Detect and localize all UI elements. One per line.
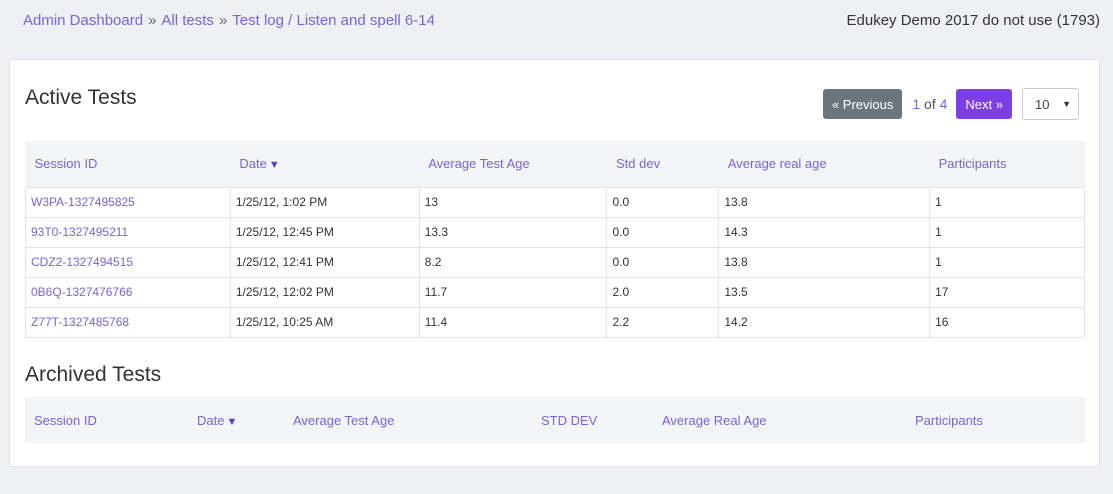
average-test-age-cell: 11.7: [418, 276, 608, 308]
column-header-participants[interactable]: Participants: [906, 397, 1085, 443]
sort-descending-icon: ▼: [268, 159, 280, 172]
session-id-link[interactable]: 0B6Q-1327476766: [31, 285, 133, 299]
column-header-participants[interactable]: Participants: [929, 141, 1085, 187]
participants-cell: 1: [929, 186, 1085, 218]
next-page-button[interactable]: Next »: [956, 89, 1012, 119]
archived-tests-table: Session ID Date ▼ Average Test Age STD DE…: [25, 397, 1085, 443]
average-real-age-cell: 13.8: [718, 246, 931, 278]
std-dev-cell: 0.0: [606, 186, 720, 218]
column-header-std-dev[interactable]: STD DEV: [532, 397, 653, 443]
session-id-link[interactable]: Z77T-1327485768: [31, 315, 130, 329]
pagination: « Previous 1 of 4 Next » 10 ▼: [822, 88, 1079, 120]
session-id-link[interactable]: 93T0-1327495211: [31, 225, 129, 239]
date-cell: 1/25/12, 12:41 PM: [229, 246, 420, 278]
average-test-age-cell: 13: [418, 186, 608, 218]
breadcrumb-separator: »: [148, 12, 157, 29]
top-bar: Admin Dashboard » All tests » Test log /…: [0, 0, 1113, 42]
table-row: Z77T-1327485768 1/25/12, 10:25 AM 11.4 2…: [25, 306, 1085, 338]
column-header-average-test-age[interactable]: Average Test Age: [419, 141, 607, 187]
organization-name: Edukey Demo 2017 do not use (1793): [846, 12, 1101, 29]
column-header-date[interactable]: Date ▼: [230, 141, 420, 187]
std-dev-cell: 0.0: [606, 216, 720, 248]
table-row: W3PA-1327495825 1/25/12, 1:02 PM 13 0.0 …: [25, 186, 1085, 218]
breadcrumb-separator: »: [218, 12, 228, 29]
breadcrumb-all-tests[interactable]: All tests: [161, 12, 214, 29]
average-real-age-cell: 13.5: [718, 276, 931, 308]
table-row: 0B6Q-1327476766 1/25/12, 12:02 PM 11.7 2…: [25, 276, 1085, 308]
column-header-average-test-age[interactable]: Average Test Age: [284, 397, 532, 443]
average-real-age-cell: 14.3: [718, 216, 931, 248]
std-dev-cell: 0.0: [606, 246, 720, 278]
average-test-age-cell: 11.4: [418, 306, 608, 338]
average-test-age-cell: 13.3: [418, 216, 608, 248]
breadcrumb-admin-dashboard[interactable]: Admin Dashboard: [23, 12, 144, 29]
table-header-row: Session ID Date ▼ Average Test Age STD DE…: [25, 397, 1085, 443]
table-row: 93T0-1327495211 1/25/12, 12:45 PM 13.3 0…: [25, 216, 1085, 248]
average-real-age-cell: 13.8: [718, 186, 931, 218]
std-dev-cell: 2.2: [606, 306, 720, 338]
column-header-date[interactable]: Date ▼: [188, 397, 284, 443]
column-header-average-real-age[interactable]: Average real age: [718, 141, 930, 187]
table-row: CDZ2-1327494515 1/25/12, 12:41 PM 8.2 0.…: [25, 246, 1085, 278]
column-header-average-real-age[interactable]: Average Real Age: [653, 397, 906, 443]
date-cell: 1/25/12, 12:02 PM: [229, 276, 420, 308]
date-cell: 1/25/12, 10:25 AM: [229, 306, 420, 338]
date-cell: 1/25/12, 1:02 PM: [229, 186, 420, 218]
participants-cell: 1: [929, 246, 1085, 278]
date-cell: 1/25/12, 12:45 PM: [229, 216, 420, 248]
previous-page-button[interactable]: « Previous: [822, 89, 903, 119]
total-pages-number: 4: [939, 96, 948, 112]
page-size-value: 10: [1035, 96, 1050, 112]
archived-tests-title: Archived Tests: [25, 363, 162, 386]
active-tests-table: Session ID Date ▼ Average Test Age Std de…: [25, 141, 1085, 338]
session-id-link[interactable]: W3PA-1327495825: [31, 195, 135, 209]
sort-descending-icon: ▼: [226, 415, 238, 428]
active-tests-title: Active Tests: [25, 86, 137, 109]
table-header-row: Session ID Date ▼ Average Test Age Std de…: [25, 141, 1085, 187]
tests-card: Active Tests « Previous 1 of 4 Next » 10…: [9, 59, 1100, 467]
breadcrumb-test-log[interactable]: Test log / Listen and spell 6-14: [232, 12, 435, 29]
chevron-down-icon: ▼: [1062, 99, 1071, 109]
current-page-number: 1: [912, 96, 921, 112]
column-header-std-dev[interactable]: Std dev: [606, 141, 719, 187]
participants-cell: 17: [929, 276, 1085, 308]
std-dev-cell: 2.0: [606, 276, 720, 308]
participants-cell: 1: [929, 216, 1085, 248]
participants-cell: 16: [929, 306, 1085, 338]
session-id-link[interactable]: CDZ2-1327494515: [31, 255, 134, 269]
page-size-select[interactable]: 10 ▼: [1022, 88, 1079, 120]
column-header-session-id[interactable]: Session ID: [25, 141, 231, 187]
average-test-age-cell: 8.2: [418, 246, 608, 278]
column-header-session-id[interactable]: Session ID: [25, 397, 188, 443]
average-real-age-cell: 14.2: [718, 306, 931, 338]
page-indicator: 1 of 4: [912, 96, 947, 112]
breadcrumb: Admin Dashboard » All tests » Test log /…: [23, 12, 435, 29]
page-of-label: of: [924, 96, 936, 112]
